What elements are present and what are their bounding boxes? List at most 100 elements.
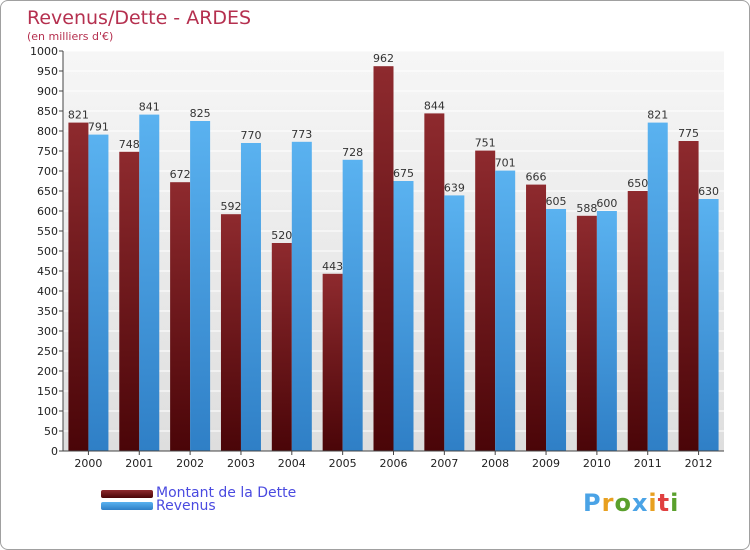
y-tick-label: 950 [37, 65, 58, 78]
x-tick-label: 2010 [583, 457, 611, 470]
data-label-dette-2008: 751 [475, 137, 496, 150]
data-label-revenus-2002: 825 [190, 107, 211, 120]
bar-revenus-2006 [393, 181, 414, 451]
chart-subtitle: (en milliers d'€) [27, 30, 114, 43]
data-label-revenus-2003: 770 [240, 129, 261, 142]
bar-dette-2004 [271, 243, 292, 451]
data-label-dette-2007: 844 [424, 99, 445, 112]
y-tick-label: 650 [37, 185, 58, 198]
data-label-revenus-2005: 728 [342, 146, 363, 159]
bar-dette-2009 [526, 184, 547, 451]
x-tick-label: 2003 [227, 457, 255, 470]
y-tick-label: 600 [37, 205, 58, 218]
y-tick-label: 400 [37, 285, 58, 298]
data-labels: 8217917488416728255927705207734437289626… [68, 52, 719, 273]
x-tick-label: 2012 [685, 457, 713, 470]
data-label-dette-2004: 520 [271, 229, 292, 242]
data-label-revenus-2001: 841 [139, 101, 160, 114]
x-tick-label: 2002 [176, 457, 204, 470]
data-label-dette-2000: 821 [68, 109, 89, 122]
x-tick-label: 2008 [481, 457, 509, 470]
bar-revenus-2001 [139, 114, 160, 451]
data-label-dette-2011: 650 [627, 177, 648, 190]
bar-dette-2010 [576, 215, 597, 451]
y-tick-label: 1000 [30, 45, 58, 58]
y-tick-label: 200 [37, 365, 58, 378]
x-tick-label: 2007 [430, 457, 458, 470]
y-tick-label: 550 [37, 225, 58, 238]
y-tick-label: 250 [37, 345, 58, 358]
y-axis-ticks: 0 50 100 150 200 250 300 350 400 450 500 550 600 650 7… [30, 45, 63, 458]
data-label-dette-2001: 748 [119, 138, 140, 151]
bar-dette-2007 [424, 113, 445, 452]
bar-revenus-2009 [546, 209, 567, 451]
bar-dette-2011 [627, 191, 648, 451]
legend-swatch-revenus [101, 502, 153, 510]
data-label-revenus-2012: 630 [698, 185, 719, 198]
data-label-dette-2010: 588 [576, 202, 597, 215]
x-tick-label: 2001 [125, 457, 153, 470]
y-tick-label: 700 [37, 165, 58, 178]
x-tick-label: 2005 [329, 457, 357, 470]
logo-letter: i [670, 489, 680, 517]
y-tick-label: 450 [37, 265, 58, 278]
data-label-revenus-2011: 821 [647, 109, 668, 122]
data-label-dette-2006: 962 [373, 52, 394, 65]
y-tick-label: 300 [37, 325, 58, 338]
bar-dette-2000 [68, 122, 89, 451]
bar-revenus-2005 [342, 159, 363, 452]
x-tick-label: 2000 [74, 457, 102, 470]
bar-revenus-2002 [190, 121, 211, 451]
bar-dette-2001 [119, 151, 140, 452]
logo-letter: i [648, 489, 658, 517]
bars-group [68, 66, 719, 452]
data-label-dette-2003: 592 [220, 200, 241, 213]
y-tick-label: 900 [37, 85, 58, 98]
x-tick-label: 2004 [278, 457, 306, 470]
data-label-revenus-2004: 773 [291, 128, 312, 141]
data-label-revenus-2007: 639 [444, 181, 465, 194]
data-label-dette-2009: 666 [526, 171, 547, 184]
bar-dette-2005 [322, 273, 343, 451]
x-tick-label: 2011 [634, 457, 662, 470]
bar-revenus-2011 [647, 122, 668, 451]
logo-letter: r [601, 489, 615, 517]
logo-letter: x [631, 489, 649, 517]
x-axis-ticks: 2000 2001 2002 2003 2004 2005 2006 2007 2008 2009… [74, 451, 713, 470]
bar-dette-2008 [475, 150, 496, 451]
y-tick-label: 800 [37, 125, 58, 138]
bar-revenus-2007 [444, 195, 465, 451]
bar-revenus-2010 [596, 211, 617, 451]
data-label-revenus-2006: 675 [393, 167, 414, 180]
y-tick-label: 500 [37, 245, 58, 258]
data-label-dette-2005: 443 [322, 260, 343, 273]
bar-dette-2002 [170, 182, 191, 451]
legend-label-dette: Montant de la Dette [156, 485, 297, 501]
x-tick-label: 2006 [380, 457, 408, 470]
proxiti-logo: Proxiti [583, 489, 679, 517]
legend-label-revenus: Revenus [156, 498, 216, 514]
y-tick-label: 350 [37, 305, 58, 318]
x-tick-label: 2009 [532, 457, 560, 470]
bar-revenus-2003 [240, 143, 261, 451]
chart-title: Revenus/Dette - ARDES [27, 7, 252, 29]
y-tick-label: 50 [44, 425, 58, 438]
logo-letter: t [657, 489, 671, 517]
bar-revenus-2000 [88, 134, 109, 451]
data-label-dette-2002: 672 [170, 168, 191, 181]
bar-revenus-2004 [291, 141, 312, 452]
y-tick-label: 150 [37, 385, 58, 398]
data-label-dette-2012: 775 [678, 127, 699, 140]
bar-dette-2012 [678, 141, 699, 451]
data-label-revenus-2000: 791 [88, 121, 109, 134]
logo-letter: o [614, 489, 632, 517]
data-label-revenus-2009: 605 [546, 195, 567, 208]
y-tick-label: 100 [37, 405, 58, 418]
y-tick-label: 850 [37, 105, 58, 118]
bar-dette-2006 [373, 66, 394, 451]
y-tick-label: 750 [37, 145, 58, 158]
data-label-revenus-2010: 600 [596, 197, 617, 210]
bar-revenus-2008 [495, 170, 516, 451]
